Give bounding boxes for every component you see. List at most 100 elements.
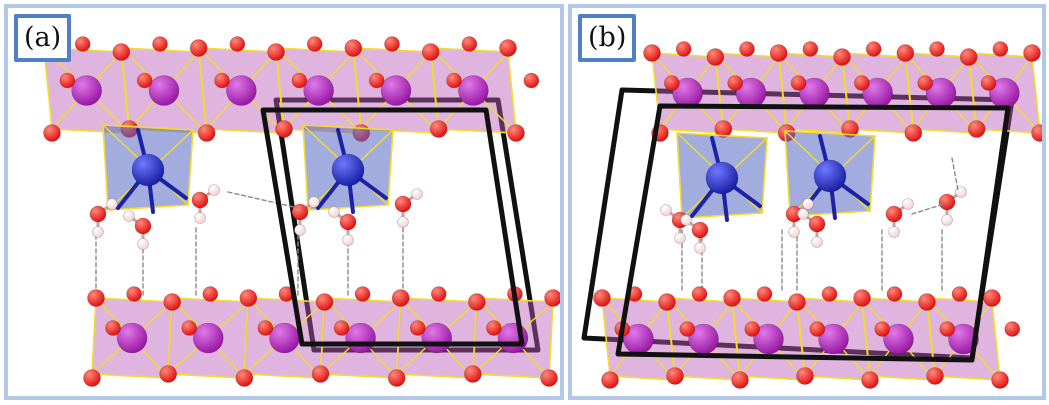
oxygen-atom [507,124,525,142]
panel-label-a: (a) [14,14,72,62]
cation-atom [331,153,365,187]
oxygen-atom [523,72,540,89]
oxygen-atom [189,39,208,57]
oxygen-atom [980,75,997,91]
oxygen-atom [865,41,882,57]
hydrogen-atom [194,212,206,224]
oxygen-atom [861,371,879,389]
manganese-atom [883,323,914,355]
hydrogen-atom [123,210,135,222]
manganese-atom [303,75,334,106]
water-oxygen-atom [938,193,956,211]
manganese-atom [753,323,784,355]
unit-cell-back [273,97,541,353]
oxygen-atom [368,72,385,89]
hydrogen-atom [660,204,672,216]
oxygen-atom [917,75,933,91]
oxygen-atom [409,320,426,336]
water-oxygen-atom [339,213,357,231]
oxygen-atom [197,124,216,142]
oxygen-atom [951,286,968,302]
oxygen-atom [333,320,350,336]
manganese-atom [818,323,849,355]
oxygen-atom [939,321,956,337]
oxygen-atom [790,75,807,91]
oxygen-atom [163,293,181,311]
oxygen-atom [1004,321,1021,337]
oxygen-atom [74,36,91,52]
oxygen-atom [658,293,676,311]
manganese-atom [345,322,376,354]
unit-cell-front [260,107,525,347]
hydrogen-atom [397,216,409,228]
water-oxygen-atom [808,215,826,233]
oxygen-atom [461,36,478,52]
oxygen-atom [926,367,944,385]
oxygen-atom [918,293,936,311]
oxygen-atom [666,367,684,385]
oxygen-atom [544,289,560,307]
manganese-atom [458,75,489,106]
oxygen-atom [384,36,400,52]
manganese-atom [226,75,257,106]
oxygen-atom [239,289,258,307]
oxygen-atom [874,321,891,337]
oxygen-atom [821,286,838,302]
oxygen-atom [486,320,502,336]
oxygen-atom [152,36,168,52]
hydrogen-atom [106,198,118,210]
hydrogen-atom [92,226,104,238]
oxygen-atom [311,365,330,383]
oxygen-atom [105,320,121,336]
oxygen-atom [896,44,915,62]
water-oxygen-atom [89,205,107,223]
oxygen-atom [796,367,814,385]
water-oxygen-atom [134,217,152,235]
oxygen-atom [181,320,198,336]
oxygen-atom [593,289,611,307]
manganese-atom [380,75,412,106]
hydrogen-atom [941,214,953,226]
hydrogen-atom [308,196,320,208]
hydrogen-atom [902,198,914,210]
oxygen-atom [854,75,870,91]
oxygen-atom [959,48,978,66]
oxygen-atom [275,120,293,138]
hydrogen-atom [208,184,220,196]
oxygen-atom [291,72,308,89]
hydrogen-atom [802,198,814,210]
panel-a: (a) [4,4,564,400]
water-oxygen-atom [885,205,903,223]
hydrogen-atom [674,232,686,244]
oxygen-atom [992,41,1009,57]
unit-cell-front [615,103,1011,363]
oxygen-atom [235,369,254,387]
hydrogen-atom [294,224,306,236]
oxygen-atom [904,124,923,142]
oxygen-atom [87,289,105,307]
hydrogen-atom [137,238,149,250]
oxygen-atom [430,286,447,302]
oxygen-atom [315,293,334,311]
oxygen-atom [853,289,871,307]
oxygen-atom [59,72,76,89]
hydrogen-atom [328,206,340,218]
crystal-structure-a [35,36,560,387]
oxygen-atom [540,369,558,387]
hydrogen-atom [411,188,423,200]
oxygen-atom [675,41,692,57]
hydrogen-bond [911,203,945,215]
panel-b: (b) [568,4,1046,400]
oxygen-atom [136,72,153,89]
cation-atom [705,161,739,195]
oxygen-atom [446,72,462,89]
hydrogen-atom [797,208,809,220]
manganese-atom [948,323,979,355]
water-oxygen-atom [691,221,709,239]
oxygen-atom [421,43,440,61]
oxygen-atom [769,44,788,62]
oxygen-atom [83,369,101,387]
oxygen-atom [387,369,406,387]
oxygen-atom [991,371,1009,389]
oxygen-atom [809,321,826,337]
